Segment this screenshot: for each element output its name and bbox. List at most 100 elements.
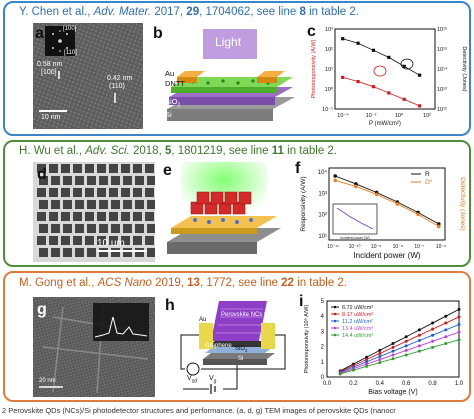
nanocube: [61, 164, 70, 173]
data-point: [351, 368, 355, 372]
nanocube: [133, 164, 142, 173]
legend-marker: [333, 333, 337, 337]
legend-label: 8.17 uW/cm²: [342, 312, 373, 318]
nanocube: [39, 200, 48, 209]
y-tick-label: 10²: [318, 213, 327, 219]
scale-bar-label: 10 nm: [41, 114, 61, 121]
inset-label-110: [110]: [64, 50, 77, 56]
data-point: [391, 353, 395, 357]
device-schematic-h: h Light Perovskite NCs film Au Graphene …: [163, 295, 293, 399]
legend-marker: [333, 319, 337, 323]
x-tick-label: 0.0: [323, 381, 332, 387]
data-point: [431, 327, 435, 331]
spacing-label-2: 0.42 nm: [107, 75, 133, 82]
nanocube: [99, 176, 108, 185]
data-point: [356, 79, 360, 84]
light-label: Light: [233, 295, 247, 301]
nanocube: [87, 224, 96, 233]
nanocube: [73, 188, 82, 197]
data-point: [356, 41, 360, 45]
y-tick-label: 10¹: [325, 67, 333, 73]
nanocube: [51, 200, 60, 209]
data-point: [404, 353, 408, 357]
data-point: [354, 184, 358, 189]
nanocube: [75, 200, 84, 209]
data-point: [444, 342, 448, 346]
si-label: Si: [165, 110, 172, 119]
plot-frame: [328, 167, 446, 241]
data-point: [338, 372, 342, 376]
schematic-drawing: [180, 301, 286, 394]
y-tick-label: 10⁰: [325, 86, 334, 93]
nanocube: [85, 164, 94, 173]
nanocube: [121, 236, 130, 245]
nanocube: [63, 224, 72, 233]
data-point: [418, 73, 422, 77]
nanocube: [37, 212, 46, 221]
series-line: [340, 316, 460, 373]
nanocube: [123, 248, 132, 257]
nanocube: [63, 248, 72, 257]
nanocube: [87, 200, 96, 209]
series-line: [335, 180, 440, 227]
data-point: [457, 307, 461, 311]
nanocube: [133, 212, 142, 221]
nanocube: [73, 236, 82, 245]
panel-chen: Y. Chen et al., Adv. Mater. 2017, 29, 17…: [3, 1, 471, 136]
data-point: [404, 335, 408, 339]
graphene-label: Graphene: [205, 343, 232, 349]
inset-x-label: Incident power (W): [340, 236, 369, 240]
y-tick-label: 10⁴: [318, 169, 328, 176]
x-tick-label: 0.8: [428, 381, 437, 387]
x-tick-label: 10⁻²: [366, 113, 377, 119]
data-point: [365, 360, 369, 364]
y2-axis-label: Detectivity (Jones): [459, 177, 466, 230]
data-point: [374, 192, 379, 197]
schematic-drawing: [167, 162, 281, 254]
y2-tick-label: 10¹²: [437, 107, 447, 113]
x-tick-label: 10⁰: [395, 112, 404, 119]
device-schematic-e: e: [161, 162, 287, 264]
legend-label: D*: [425, 179, 433, 186]
data-point: [457, 338, 461, 342]
series-line: [340, 324, 460, 373]
nanocube: [135, 200, 144, 209]
nanocube: [49, 164, 58, 173]
data-point: [387, 55, 391, 59]
inset-label-100: [100]: [63, 26, 77, 32]
data-point: [436, 222, 441, 226]
spacing-label-1: 0.58 nm: [37, 61, 63, 68]
data-point: [371, 85, 376, 89]
series-line: [342, 38, 420, 76]
x-axis-label: Incident power (W): [353, 251, 420, 260]
vg-label: Vg: [209, 375, 217, 385]
nanocube: [75, 176, 84, 185]
nanocube: [63, 200, 72, 209]
x-tick-label: 10⁻⁴: [337, 112, 349, 119]
data-point: [378, 348, 382, 352]
nanocube: [121, 188, 130, 197]
y-tick-label: 10³: [325, 27, 333, 33]
nanocube: [147, 200, 155, 209]
nanocube: [39, 248, 48, 257]
data-point: [365, 362, 369, 366]
nanocube: [99, 248, 108, 257]
nanocube: [87, 176, 96, 185]
nanocube: [147, 248, 155, 257]
nanocube: [75, 248, 84, 257]
y-tick-label: 10²: [325, 47, 333, 53]
au-label: Au: [165, 69, 175, 78]
panel-letter-c: c: [307, 23, 316, 40]
panel-letter-g: g: [37, 301, 47, 318]
nanocube: [51, 248, 60, 257]
tem-image-g: g 20 nm: [33, 297, 155, 397]
nanocube: [49, 188, 58, 197]
nanocube: [145, 212, 154, 221]
nanocube: [61, 212, 70, 221]
series-line: [340, 339, 460, 375]
data-point: [365, 355, 369, 359]
legend-marker: [333, 305, 337, 309]
perovskite-label: Perovskite NCs film: [221, 312, 274, 318]
data-point: [404, 348, 408, 352]
